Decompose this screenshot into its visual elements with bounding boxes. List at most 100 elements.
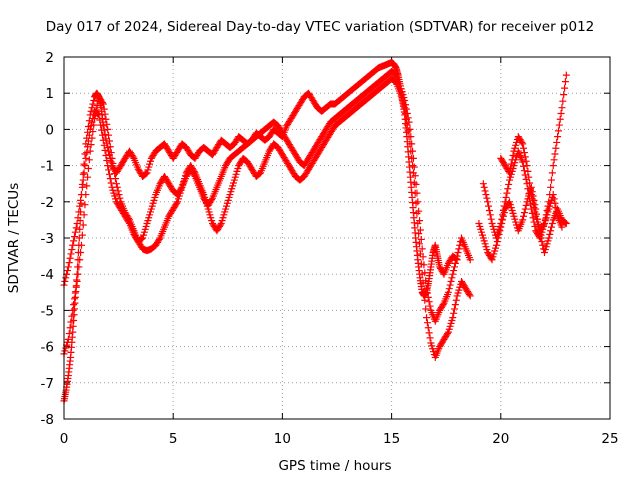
data-point: [481, 187, 489, 195]
data-point: [103, 157, 111, 165]
data-point: [548, 220, 556, 228]
data-point: [561, 78, 569, 86]
data-point: [62, 274, 70, 282]
data-point: [70, 237, 78, 245]
data-point: [494, 234, 502, 242]
data-point: [415, 207, 423, 215]
y-tick-label: 1: [45, 86, 54, 102]
data-point: [425, 329, 433, 337]
data-point: [98, 99, 106, 107]
data-point: [500, 209, 508, 217]
data-point: [551, 199, 559, 207]
data-point: [522, 201, 530, 209]
data-point: [81, 201, 89, 209]
data-point: [98, 131, 106, 139]
data-point: [520, 209, 528, 217]
data-point: [68, 312, 76, 320]
data-point: [78, 231, 86, 239]
data-point: [106, 143, 114, 151]
data-point: [493, 238, 501, 246]
data-point: [69, 306, 77, 314]
data-point: [480, 183, 488, 191]
data-point: [484, 198, 492, 206]
data-point: [525, 173, 533, 181]
x-axis-label: GPS time / hours: [278, 458, 391, 474]
data-point: [447, 277, 455, 285]
data-point: [547, 227, 555, 235]
data-point: [522, 157, 530, 165]
data-point: [416, 217, 424, 225]
data-point: [508, 156, 516, 164]
data-point: [562, 220, 570, 228]
data-point: [479, 180, 487, 188]
data-point: [74, 214, 82, 222]
data-point: [520, 149, 528, 157]
data-point: [562, 71, 570, 79]
data-point: [420, 261, 428, 269]
data-point: [521, 153, 529, 161]
data-point: [80, 160, 88, 168]
data-point: [553, 208, 561, 216]
data-point: [548, 169, 556, 177]
data-point: [403, 109, 411, 117]
data-point: [108, 154, 116, 162]
data-point: [422, 277, 430, 285]
data-point: [487, 215, 495, 223]
data-point: [455, 245, 463, 253]
data-point: [537, 234, 545, 242]
plot-frame: [63, 56, 611, 420]
data-point: [520, 212, 528, 220]
data-point: [105, 170, 113, 178]
data-point: [558, 223, 566, 231]
x-tick-label: 10: [274, 431, 291, 447]
data-point: [411, 172, 419, 180]
data-point: [561, 84, 569, 92]
data-point: [426, 334, 434, 342]
data-point: [482, 191, 490, 199]
data-point: [104, 125, 112, 133]
data-point: [88, 104, 96, 112]
data-point: [190, 171, 198, 179]
data-point: [99, 100, 107, 108]
data-point: [95, 111, 103, 119]
data-point: [551, 150, 559, 158]
data-point: [538, 238, 546, 246]
data-point: [401, 96, 409, 104]
data-point: [502, 193, 510, 201]
data-point: [445, 285, 453, 293]
data-point: [520, 162, 528, 170]
data-point: [407, 133, 415, 141]
data-point: [86, 125, 94, 133]
data-point: [505, 180, 513, 188]
data-point: [425, 298, 433, 306]
data-point: [448, 274, 456, 282]
data-point: [497, 223, 505, 231]
data-point: [173, 199, 181, 207]
data-point: [70, 233, 78, 241]
data-point: [65, 259, 73, 267]
data-point: [499, 212, 507, 220]
y-tick-label: -1: [41, 159, 54, 175]
data-point: [518, 138, 526, 146]
data-point: [99, 136, 107, 144]
data-point: [555, 121, 563, 129]
data-point: [112, 180, 120, 188]
data-point: [424, 324, 432, 332]
data-point: [545, 234, 553, 242]
data-point: [77, 196, 85, 204]
data-point: [409, 154, 417, 162]
data-point: [449, 314, 457, 322]
data-point: [125, 218, 133, 226]
data-point: [111, 170, 119, 178]
data-point: [105, 131, 113, 139]
data-point: [496, 227, 504, 235]
data-point: [80, 211, 88, 219]
y-tick-label: -7: [41, 376, 54, 392]
data-point: [528, 195, 536, 203]
data-point: [556, 115, 564, 123]
data-point: [466, 256, 474, 264]
x-tick-label: 0: [60, 431, 69, 447]
data-point: [547, 223, 555, 231]
y-tick-label: 0: [45, 122, 54, 138]
data-point: [93, 102, 101, 110]
